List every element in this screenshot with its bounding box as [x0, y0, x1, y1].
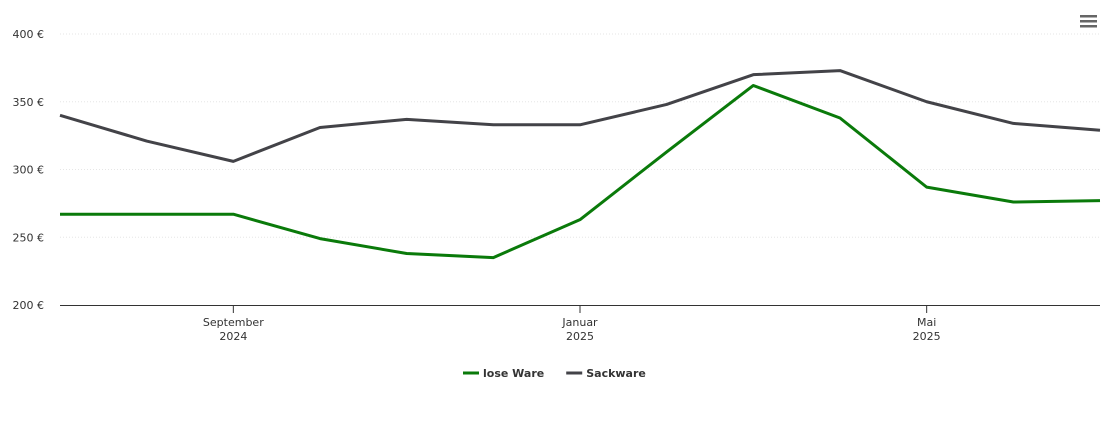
- series-line: [60, 83, 1101, 260]
- y-tick-label: 400 €: [13, 28, 45, 41]
- series-line: [59, 69, 1101, 163]
- y-tick-label: 200 €: [13, 299, 45, 312]
- y-tick-label: 300 €: [13, 164, 45, 177]
- legend: lose Ware Sackware: [463, 367, 646, 380]
- y-tick-label: 350 €: [13, 96, 45, 109]
- legend-label: lose Ware: [483, 367, 544, 380]
- menu-icon[interactable]: [1080, 15, 1097, 28]
- x-tick-label: Januar 2025: [561, 316, 598, 343]
- y-tick-label: 250 €: [13, 231, 45, 244]
- legend-label: Sackware: [586, 367, 646, 380]
- x-tick-label: Mai 2025: [913, 316, 941, 343]
- x-tick-label: September 2024: [203, 316, 264, 343]
